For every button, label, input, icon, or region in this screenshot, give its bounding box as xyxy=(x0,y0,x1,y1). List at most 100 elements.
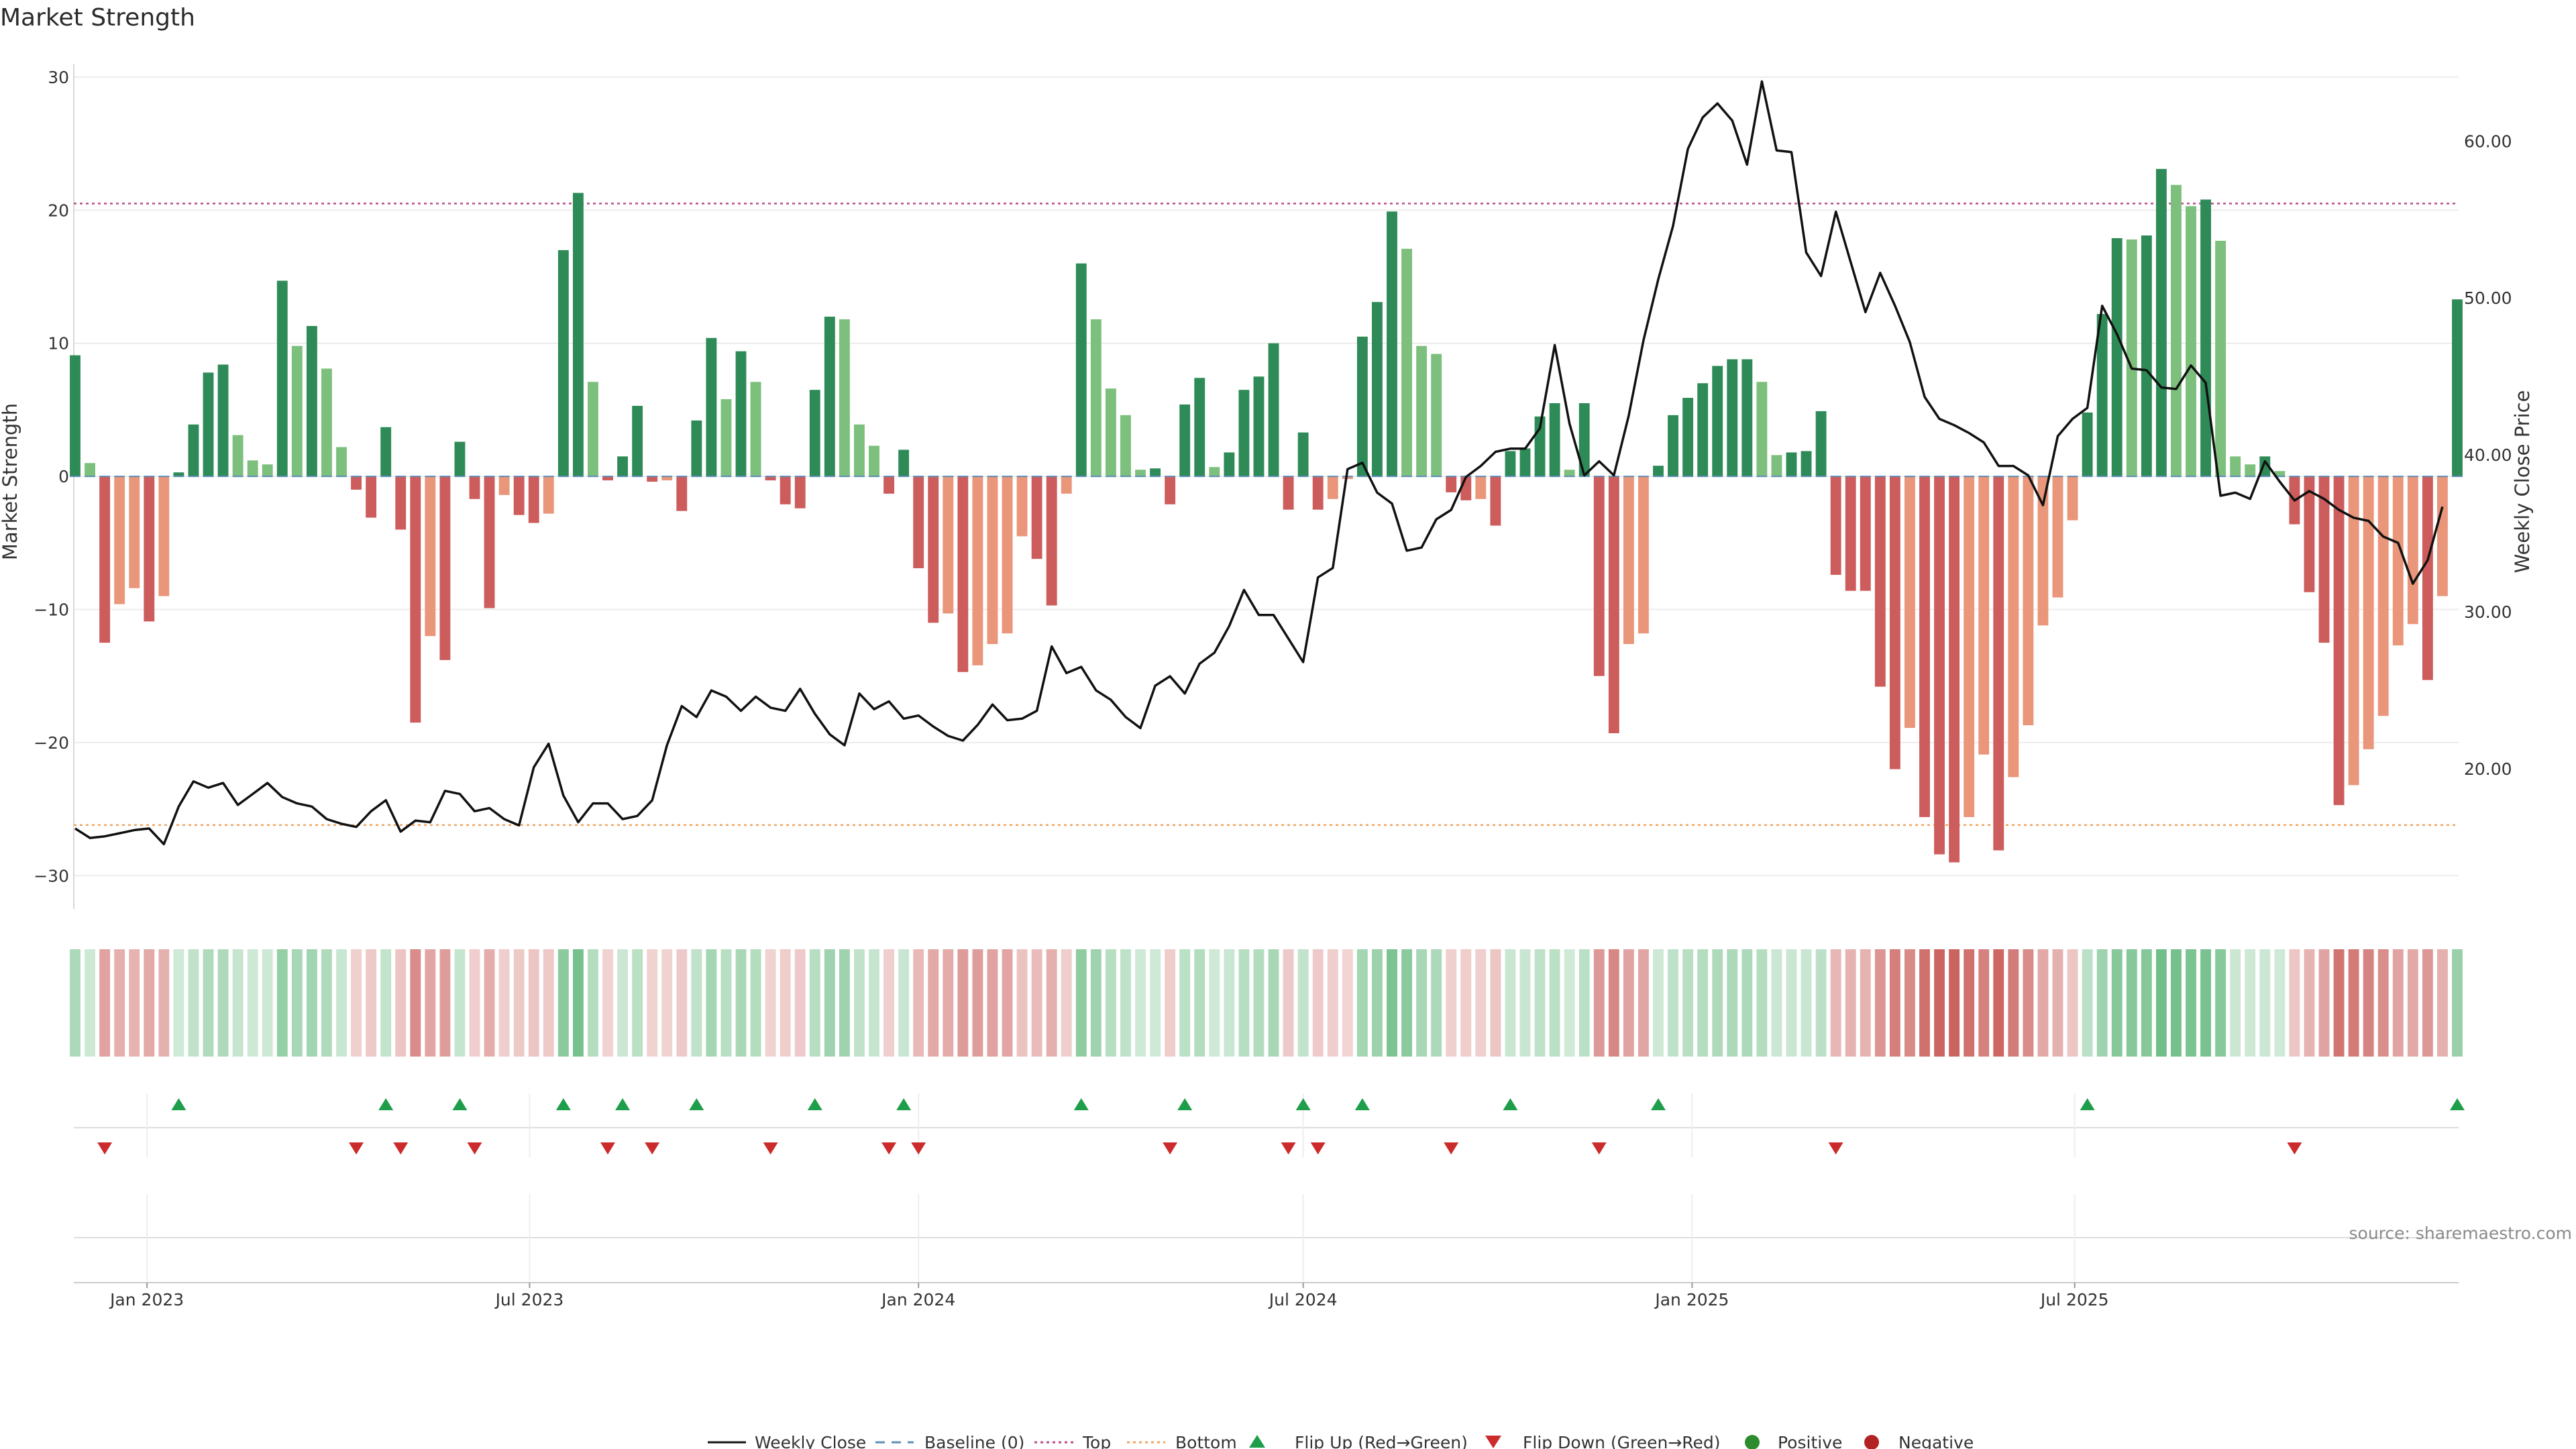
heat-cell xyxy=(1653,949,1664,1057)
strength-bar xyxy=(1874,476,1886,687)
heat-cell xyxy=(913,949,924,1057)
heat-cell xyxy=(85,949,95,1057)
strength-bar xyxy=(2407,476,2418,625)
flip-up-marker xyxy=(1177,1098,1193,1110)
strength-bar xyxy=(1356,336,1368,477)
legend: Weekly Close Baseline (0) Top Bottom Fli… xyxy=(708,1433,1974,1449)
strength-bar xyxy=(99,476,111,643)
strength-bar xyxy=(676,476,688,511)
heat-cell xyxy=(1593,949,1605,1057)
heat-cell xyxy=(943,949,954,1057)
heat-cell xyxy=(898,949,910,1057)
heat-cell xyxy=(883,949,895,1057)
heat-cell xyxy=(454,949,466,1057)
flip-down-marker xyxy=(645,1142,660,1155)
heat-cell xyxy=(2274,949,2286,1057)
strength-bar xyxy=(1283,476,1294,510)
weekly-close-line xyxy=(74,80,2444,846)
weekly-close-series xyxy=(74,80,2444,846)
heat-cell xyxy=(1046,949,1057,1057)
heat-cell xyxy=(750,949,761,1057)
heat-cell xyxy=(2170,949,2182,1057)
strength-bar xyxy=(2082,412,2093,477)
heat-cell xyxy=(498,949,510,1057)
flip-up-marker xyxy=(615,1098,631,1110)
strength-bar xyxy=(2348,476,2359,786)
heat-cell xyxy=(1845,949,1856,1057)
strength-bar xyxy=(1608,476,1619,734)
strength-bar xyxy=(2052,476,2063,598)
legend-flip-up-label: Flip Up (Red→Green) xyxy=(1295,1433,1468,1449)
heat-cell xyxy=(2407,949,2418,1057)
flip-up-marker xyxy=(1650,1098,1666,1110)
heat-cell xyxy=(2155,949,2167,1057)
strength-bar xyxy=(854,424,865,477)
x-tick-label: Jan 2024 xyxy=(880,1290,955,1309)
heat-cell xyxy=(1668,949,1678,1057)
strength-bar xyxy=(2245,464,2256,477)
heat-cell xyxy=(1475,949,1487,1057)
heat-cell xyxy=(1002,949,1013,1057)
strength-bar xyxy=(1105,388,1116,477)
strength-bar xyxy=(1727,359,1738,477)
heat-cell xyxy=(1741,949,1753,1057)
strength-bar xyxy=(144,476,155,622)
flip-up-marker xyxy=(171,1098,186,1110)
y-tick-label: −30 xyxy=(34,866,69,885)
strength-bar xyxy=(203,372,214,477)
y-tick-label: 30 xyxy=(48,68,69,87)
heat-cell xyxy=(203,949,214,1057)
heat-cell xyxy=(839,949,850,1057)
heat-cell xyxy=(1075,949,1087,1057)
heat-cell xyxy=(439,949,451,1057)
strength-bar xyxy=(1387,211,1397,477)
strength-bar xyxy=(1697,383,1709,477)
strength-heat-strip xyxy=(70,949,2463,1057)
heat-cell xyxy=(2023,949,2034,1057)
flip-down-marker xyxy=(349,1142,364,1155)
strength-bar xyxy=(1623,476,1634,645)
strength-bar xyxy=(1475,476,1487,499)
heat-cell xyxy=(425,949,436,1057)
heat-cell xyxy=(1165,949,1176,1057)
heat-cell xyxy=(2230,949,2241,1057)
strength-bar xyxy=(276,280,288,477)
heat-cell xyxy=(1608,949,1619,1057)
strength-bar xyxy=(1593,476,1605,676)
heat-cell xyxy=(2186,949,2196,1057)
heat-cell xyxy=(1934,949,1945,1057)
reference-lines xyxy=(74,203,2459,826)
x-tick-label: Jul 2023 xyxy=(494,1290,564,1309)
heat-cell xyxy=(1490,949,1501,1057)
legend-flip-down-label: Flip Down (Green→Red) xyxy=(1523,1433,1721,1449)
heat-cell xyxy=(1150,949,1161,1057)
strength-bar xyxy=(1993,476,2004,851)
strength-bar xyxy=(469,476,480,499)
strength-bar xyxy=(1150,468,1161,477)
strength-bar xyxy=(1165,476,1176,504)
heat-cell xyxy=(1505,949,1516,1057)
heat-cell xyxy=(2318,949,2330,1057)
x-tick-label: Jul 2025 xyxy=(2039,1290,2109,1309)
strength-bar xyxy=(395,476,407,530)
x-tick-label: Jan 2023 xyxy=(109,1290,184,1309)
legend-negative-label: Negative xyxy=(1898,1433,1974,1449)
strength-bar xyxy=(1416,345,1428,477)
strength-bar xyxy=(2067,476,2078,521)
heat-cell xyxy=(484,949,495,1057)
strength-bars xyxy=(70,168,2463,863)
strength-bar xyxy=(306,325,317,477)
heat-cell xyxy=(1016,949,1028,1057)
heat-cell xyxy=(1993,949,2004,1057)
strength-bar xyxy=(1978,476,1990,755)
heat-cell xyxy=(276,949,288,1057)
heat-cell xyxy=(869,949,879,1057)
flip-markers-panel xyxy=(74,1093,2465,1281)
legend-positive-label: Positive xyxy=(1778,1433,1842,1449)
flip-up-marker xyxy=(1503,1098,1518,1110)
y2-tick-label: 30.00 xyxy=(2464,602,2512,622)
heat-cell xyxy=(291,949,303,1057)
strength-bar xyxy=(1860,476,1871,591)
strength-bar xyxy=(1549,403,1560,477)
strength-bar xyxy=(498,476,510,495)
